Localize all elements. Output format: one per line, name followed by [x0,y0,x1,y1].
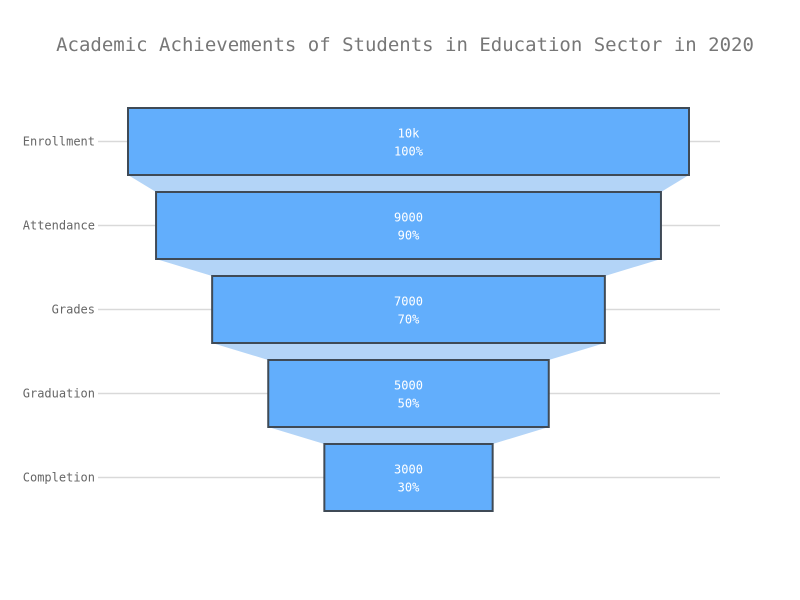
value-label: 3000 [394,463,423,477]
category-label: Completion [23,471,95,485]
percent-label: 90% [398,229,420,243]
value-label: 9000 [394,211,423,225]
category-label: Attendance [23,219,95,233]
funnel-labels: Enrollment 10k 100% Attendance 9000 90% Grades… [23,127,424,495]
funnel-connector [156,259,661,276]
funnel-connector [212,343,605,360]
funnel-bar-attendance[interactable] [155,191,662,260]
value-label: 5000 [394,379,423,393]
percent-label: 100% [394,145,424,159]
percent-label: 50% [398,397,420,411]
funnel-connector [268,427,549,444]
percent-label: 70% [398,313,420,327]
funnel-bars [127,107,690,512]
funnel-bar-graduation[interactable] [267,359,550,428]
funnel-connectors [128,175,689,444]
chart-title: Academic Achievements of Students in Edu… [56,34,754,56]
percent-label: 30% [398,481,420,495]
value-label: 10k [398,127,420,141]
funnel-bar-completion[interactable] [323,443,494,512]
category-label: Enrollment [23,135,95,149]
value-label: 7000 [394,295,423,309]
funnel-bar-grades[interactable] [211,275,606,344]
funnel-bar-enrollment[interactable] [127,107,690,176]
category-label: Graduation [23,387,95,401]
funnel-connector [128,175,689,192]
category-label: Grades [52,303,95,317]
